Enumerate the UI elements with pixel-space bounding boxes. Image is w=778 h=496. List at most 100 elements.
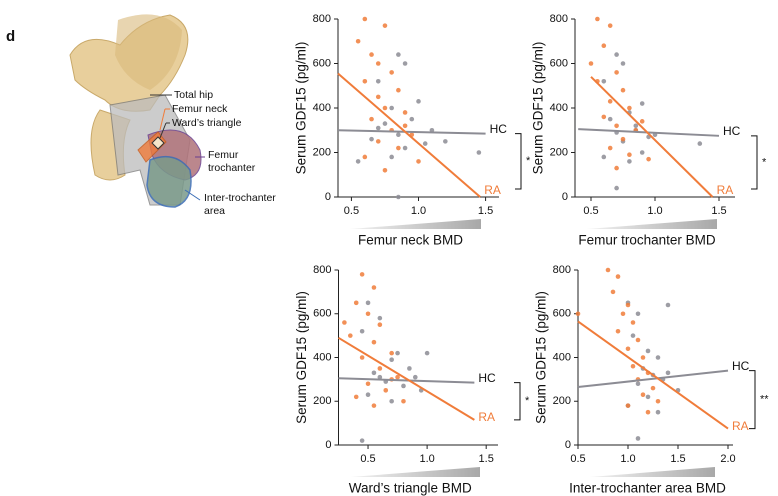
data-point <box>402 110 408 115</box>
panel-label: d <box>6 28 15 45</box>
data-point <box>377 366 383 371</box>
data-point <box>635 337 641 343</box>
data-point <box>371 403 377 408</box>
data-point <box>614 185 619 191</box>
y-tick-label: 400 <box>550 102 568 114</box>
data-point <box>389 70 394 75</box>
data-point <box>615 328 621 334</box>
hip-illustration <box>69 14 205 208</box>
x-tick-label: 1.5 <box>711 205 726 217</box>
series-label: HC <box>732 359 750 373</box>
bmd-gradient-wedge <box>587 219 717 229</box>
data-point <box>416 99 421 104</box>
x-axis-label: Ward’s triangle BMD <box>349 481 472 496</box>
data-point <box>665 302 671 308</box>
y-tick-label: 800 <box>313 264 331 276</box>
data-point <box>353 300 359 306</box>
significance: * <box>526 155 531 167</box>
data-point <box>371 370 377 376</box>
y-tick-label: 800 <box>313 13 331 25</box>
data-point <box>424 350 430 356</box>
data-point <box>389 105 394 111</box>
data-point <box>615 274 621 279</box>
y-tick-label: 600 <box>313 308 331 320</box>
data-point <box>635 436 641 441</box>
data-point <box>630 320 636 325</box>
fit-line <box>337 336 475 421</box>
data-point <box>377 374 383 380</box>
series-label: HC <box>478 371 496 385</box>
x-axis-label: Inter-trochanter area BMD <box>569 481 726 496</box>
data-point <box>639 101 645 106</box>
x-axis-label: Femur neck BMD <box>358 233 463 248</box>
data-point <box>362 154 368 160</box>
significance-bracket <box>749 370 756 430</box>
fit-line <box>590 76 714 198</box>
data-point <box>389 357 394 362</box>
data-point <box>375 61 381 66</box>
bmd-gradient-wedge <box>590 467 715 477</box>
data-point <box>601 79 607 84</box>
x-tick-label: 1.0 <box>411 205 426 217</box>
data-point <box>620 136 626 142</box>
x-tick-label: 1.0 <box>647 205 662 217</box>
data-point <box>375 79 381 84</box>
series-label: HC <box>490 122 508 136</box>
label-femur-neck: Femur neck <box>172 103 228 115</box>
series-label: RA <box>478 410 495 424</box>
data-point <box>625 346 631 352</box>
y-tick-label: 200 <box>550 146 568 158</box>
data-point <box>371 285 377 290</box>
data-point <box>382 168 388 173</box>
y-axis-label: Serum GDF15 (pg/ml) <box>531 42 546 175</box>
data-point <box>342 320 347 325</box>
data-point <box>382 23 388 28</box>
data-point <box>389 154 394 160</box>
data-point <box>355 38 361 44</box>
data-point <box>614 52 619 57</box>
significance: ** <box>760 394 769 406</box>
data-point <box>650 385 656 391</box>
y-tick-label: 0 <box>562 191 568 203</box>
data-point <box>620 61 626 66</box>
x-axis-label: Femur trochanter BMD <box>578 233 716 248</box>
data-point <box>359 355 365 360</box>
data-point <box>369 136 374 142</box>
data-point <box>665 370 671 376</box>
y-tick-label: 600 <box>313 57 331 69</box>
data-point <box>365 392 371 397</box>
significance-bracket <box>515 133 522 190</box>
data-point <box>365 300 371 306</box>
data-point <box>359 272 365 277</box>
series-label: RA <box>484 183 501 197</box>
data-point <box>640 392 646 397</box>
x-tick-label: 0.5 <box>570 453 585 465</box>
data-point <box>655 409 661 415</box>
fit-line <box>577 369 729 389</box>
data-point <box>655 398 661 404</box>
data-point <box>395 374 400 380</box>
y-axis-label: Serum GDF15 (pg/ml) <box>294 42 309 175</box>
data-point <box>476 150 482 155</box>
data-point <box>402 145 408 151</box>
x-tick-label: 1.5 <box>478 205 493 217</box>
data-point <box>635 311 641 317</box>
data-point <box>595 16 600 22</box>
data-point <box>645 409 651 415</box>
data-point <box>588 61 594 66</box>
data-point <box>422 141 428 146</box>
data-point <box>633 123 639 129</box>
data-point <box>625 302 631 308</box>
x-tick-label: 0.5 <box>344 205 359 217</box>
data-point <box>627 105 632 111</box>
data-point <box>383 388 389 393</box>
fit-line <box>337 72 481 198</box>
data-point <box>375 139 381 144</box>
y-tick-label: 600 <box>553 308 571 320</box>
x-tick-label: 1.5 <box>670 453 685 465</box>
data-point <box>396 52 401 57</box>
data-point <box>407 366 412 371</box>
bmd-gradient-wedge <box>350 219 481 229</box>
fit-line <box>338 377 475 384</box>
